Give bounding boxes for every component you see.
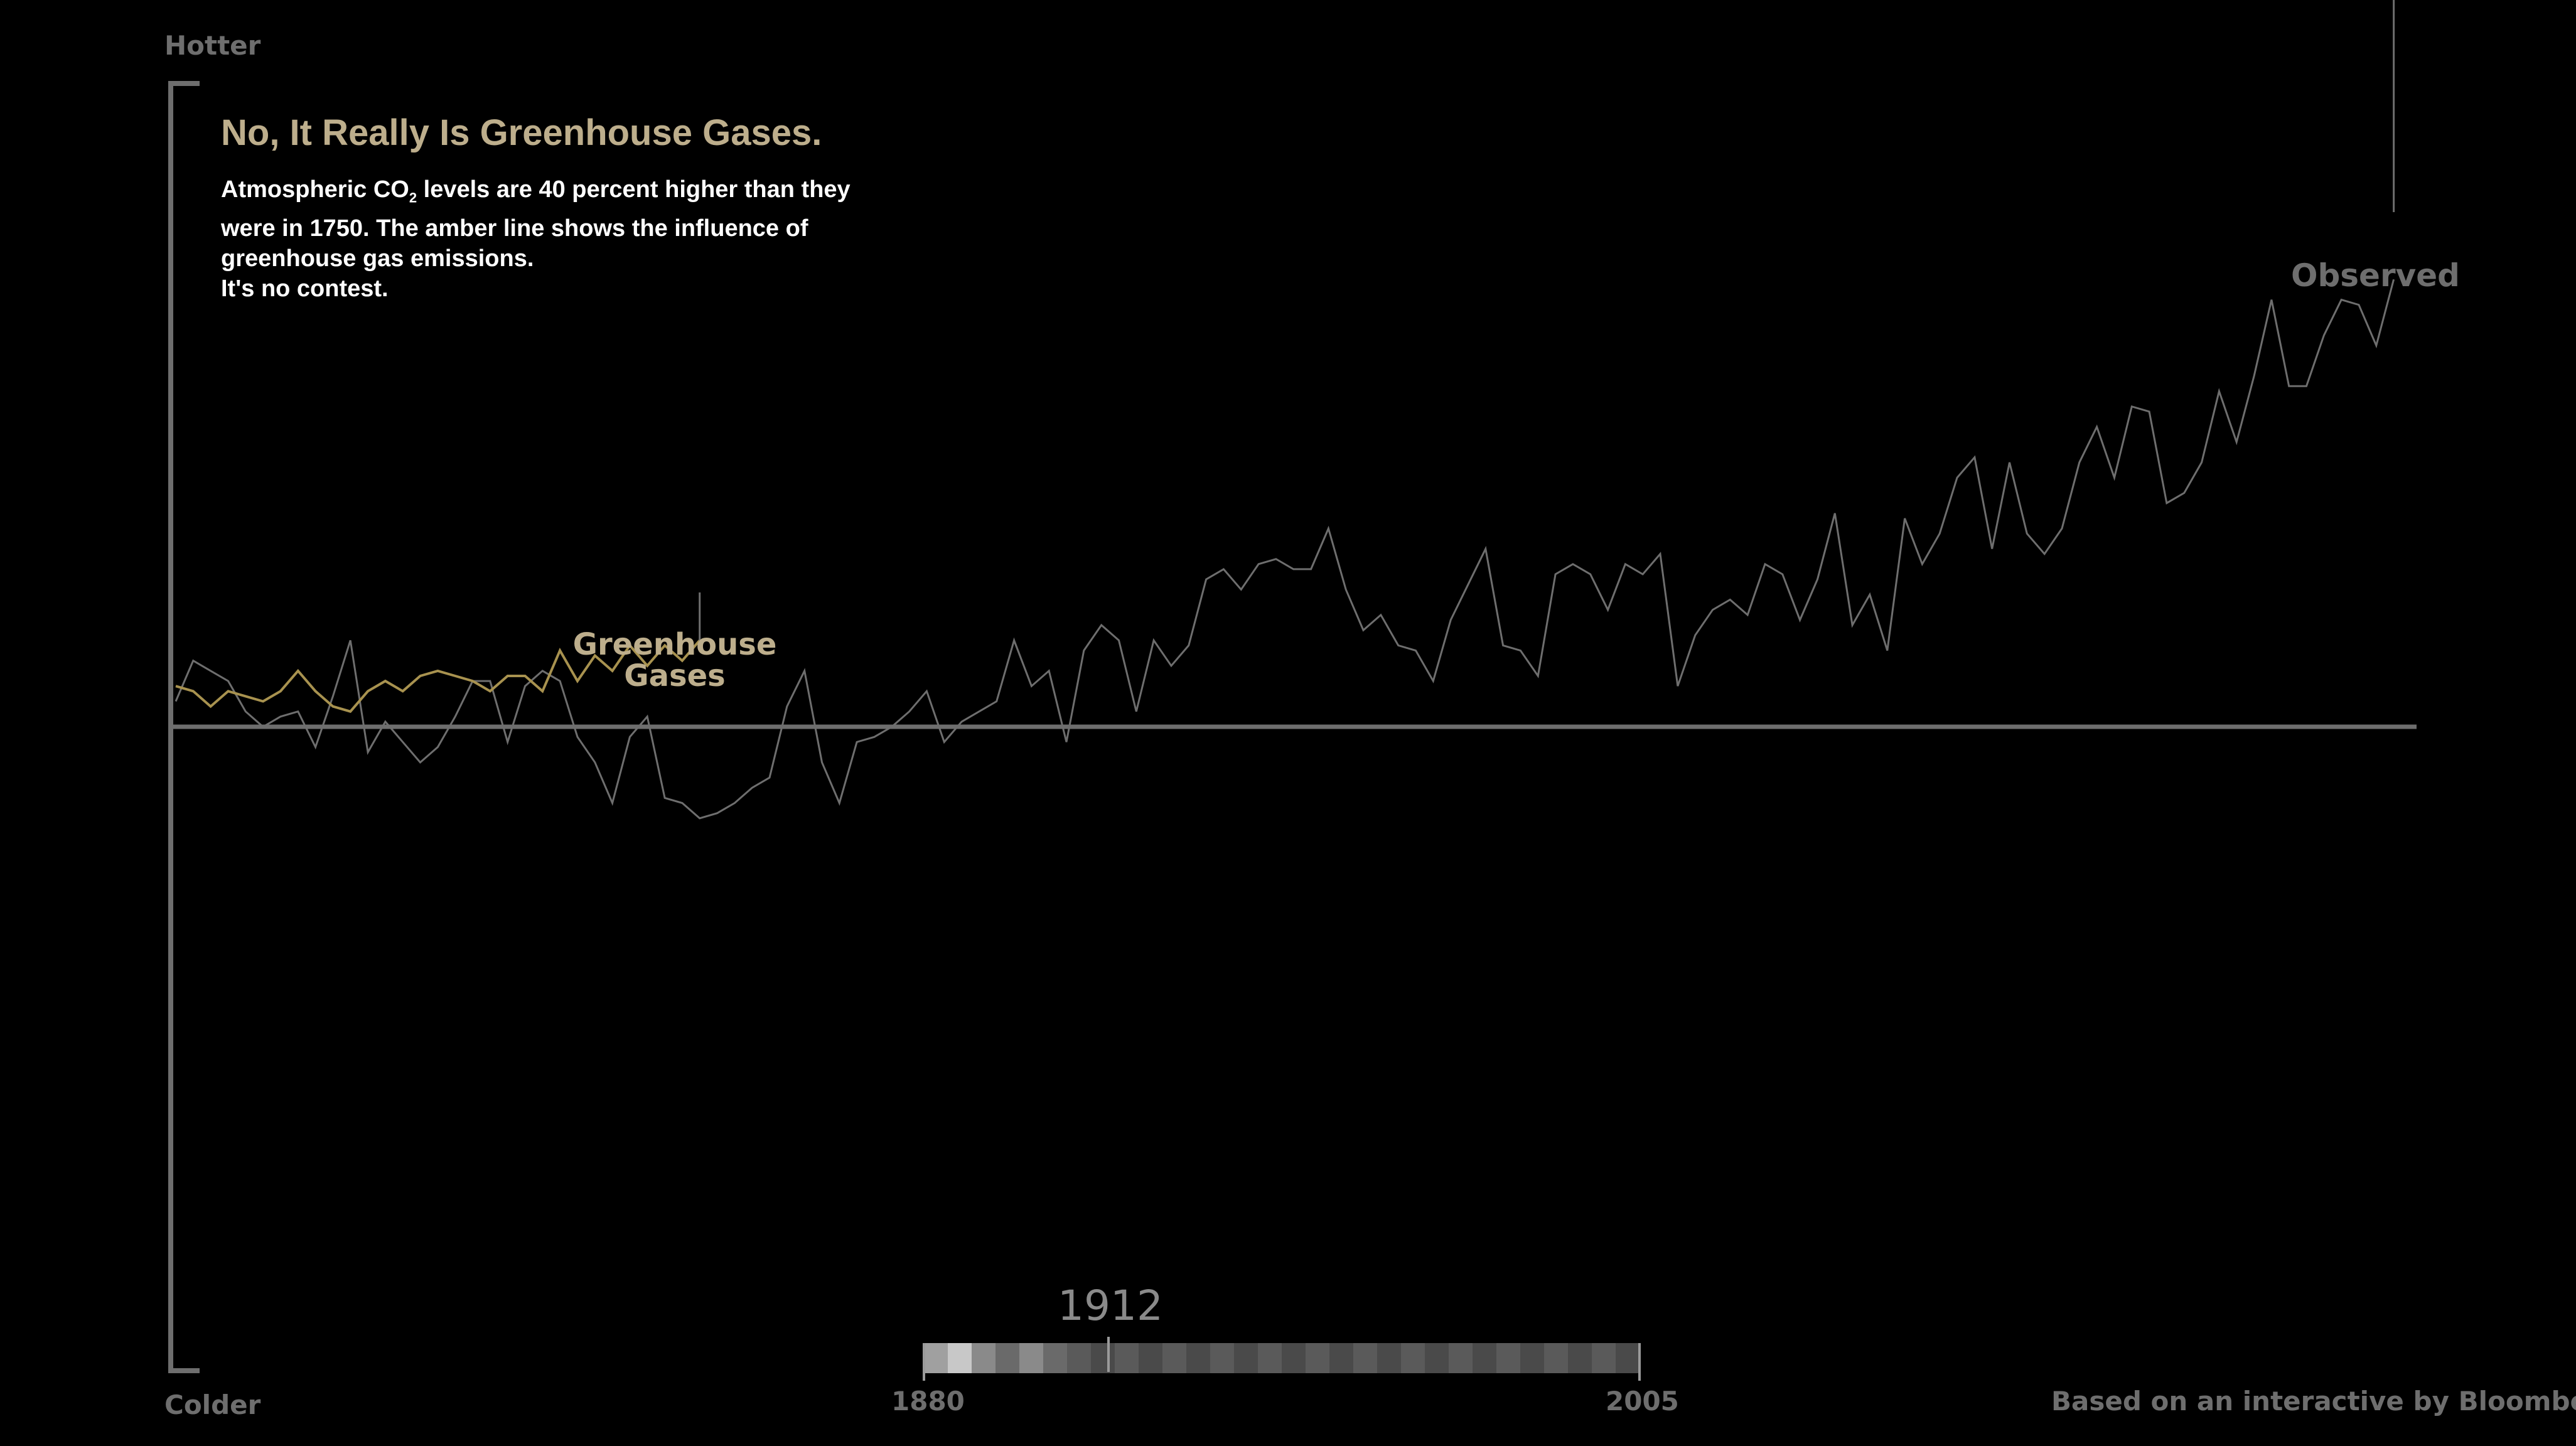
timeline-segment[interactable] [1306, 1343, 1330, 1373]
observed-series-label: Observed [2291, 257, 2460, 294]
timeline-segment[interactable] [1401, 1343, 1425, 1373]
timeline-segment[interactable] [1329, 1343, 1354, 1373]
timeline-segment[interactable] [1139, 1343, 1163, 1373]
timeline-segment[interactable] [1473, 1343, 1497, 1373]
timeline-segment[interactable] [1067, 1343, 1092, 1373]
timeline-segment[interactable] [1210, 1343, 1235, 1373]
timeline-segment[interactable] [1043, 1343, 1068, 1373]
timeline-segment[interactable] [1592, 1343, 1616, 1373]
timeline-segment[interactable] [1496, 1343, 1521, 1373]
observed-series-line [174, 279, 2395, 820]
timeline-segment[interactable] [1186, 1343, 1211, 1373]
timeline-segment[interactable] [1234, 1343, 1258, 1373]
timeline-segment[interactable] [1377, 1343, 1402, 1373]
chart-title: No, It Really Is Greenhouse Gases. [221, 112, 822, 153]
timeline-segment[interactable] [1544, 1343, 1569, 1373]
timeline-segment[interactable] [1520, 1343, 1545, 1373]
timeline-scrubber[interactable] [923, 1343, 1641, 1381]
timeline-segment[interactable] [1568, 1343, 1592, 1373]
credit-text: Based on an interactive by Bloomberg [2051, 1386, 2576, 1417]
timeline-segment[interactable] [1353, 1343, 1378, 1373]
timeline-segment[interactable] [948, 1343, 972, 1373]
timeline-segment[interactable] [1282, 1343, 1306, 1373]
timeline-segment[interactable] [1162, 1343, 1187, 1373]
timeline-segment[interactable] [1616, 1343, 1640, 1373]
timeline-segment[interactable] [972, 1343, 996, 1373]
timeline-start-label: 1880 [891, 1386, 965, 1417]
chart-subtitle: Atmospheric CO2 levels are 40 percent hi… [221, 176, 851, 302]
timeline-segment[interactable] [1425, 1343, 1449, 1373]
timeline-segment[interactable] [1449, 1343, 1473, 1373]
current-year-readout: 1912 [1058, 1282, 1163, 1330]
timeline-segment[interactable] [1258, 1343, 1282, 1373]
timeline-segment[interactable] [1115, 1343, 1139, 1373]
greenhouse-gases-series-label: Greenhouse Gases [572, 627, 777, 694]
greenhouse-gases-series-line [175, 639, 701, 713]
hotter-label: Hotter [164, 30, 261, 61]
timeline-end-label: 2005 [1606, 1386, 1679, 1417]
timeline-segment[interactable] [1019, 1343, 1044, 1373]
colder-label: Colder [164, 1390, 261, 1420]
timeline-segment[interactable] [1091, 1343, 1115, 1373]
timeline-segment[interactable] [924, 1343, 948, 1373]
timeline-segment[interactable] [996, 1343, 1020, 1373]
